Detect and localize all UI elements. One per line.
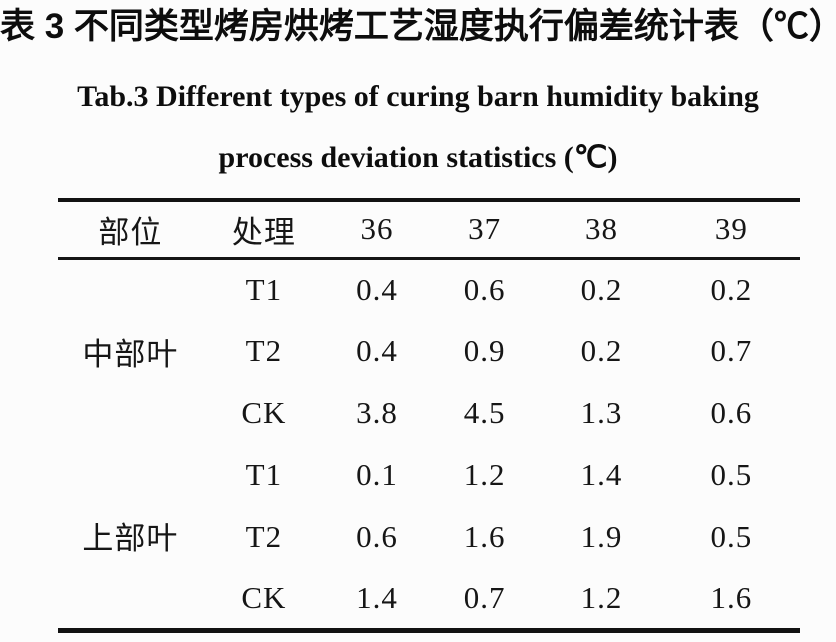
table-row: CK 3.8 4.5 1.3 0.6	[58, 382, 800, 444]
value-cell: 0.2	[580, 271, 623, 307]
value-cell: 0.6	[356, 519, 398, 554]
value-cell: 0.4	[356, 271, 398, 307]
table-caption-en-line2: process deviation statistics (℃)	[218, 141, 618, 174]
column-header-37: 37	[468, 211, 502, 247]
value-cell: 0.4	[356, 333, 398, 368]
treatment-cell: CK	[241, 395, 287, 430]
value-cell: 1.4	[580, 457, 623, 492]
row-group-label-upper-leaf: 上部叶	[82, 521, 179, 557]
value-cell: 1.3	[580, 395, 623, 430]
treatment-cell: T1	[245, 457, 283, 492]
column-header-part: 部位	[98, 214, 163, 250]
treatment-cell: T1	[245, 271, 283, 307]
column-header-36: 36	[360, 211, 394, 247]
header-row: 部位 处理 36 37 38 39	[58, 200, 800, 258]
table-row: 上部叶 T1 0.1 1.2 1.4 0.5	[58, 444, 800, 556]
value-cell: 1.6	[710, 579, 753, 615]
value-cell: 0.7	[463, 579, 506, 615]
value-cell: 0.9	[463, 333, 506, 368]
value-cell: 0.2	[580, 333, 623, 368]
value-cell: 0.5	[710, 457, 753, 492]
value-cell: 0.1	[356, 457, 398, 492]
value-cell: 1.9	[580, 519, 623, 554]
value-cell: 0.5	[710, 519, 753, 554]
value-cell: 1.4	[356, 579, 398, 615]
row-group-label-middle-leaf: 中部叶	[82, 337, 179, 373]
data-table: 部位 处理 36 37 38 39 中部叶 T1 0.4 0.6 0.2 0.2…	[58, 198, 800, 633]
table-row: CK 1.4 0.7 1.2 1.6	[58, 568, 800, 630]
value-cell: 1.2	[580, 579, 623, 615]
table-row: T2 0.6 1.6 1.9 0.5	[58, 506, 800, 568]
value-cell: 1.2	[463, 457, 506, 492]
treatment-cell: T2	[245, 333, 283, 368]
column-header-39: 39	[714, 211, 748, 247]
value-cell: 1.6	[463, 519, 506, 554]
value-cell: 3.8	[356, 395, 398, 430]
treatment-cell: CK	[241, 579, 287, 615]
table-row: T2 0.4 0.9 0.2 0.7	[58, 320, 800, 382]
column-header-treatment: 处理	[231, 214, 296, 250]
table-caption-en-line1: Tab.3 Different types of curing barn hum…	[77, 80, 759, 113]
value-cell: 0.6	[710, 395, 753, 430]
treatment-cell: T2	[245, 519, 283, 554]
table-row: 中部叶 T1 0.4 0.6 0.2 0.2	[58, 258, 800, 373]
value-cell: 0.6	[463, 271, 506, 307]
column-header-38: 38	[584, 211, 618, 247]
value-cell: 0.7	[710, 333, 753, 368]
value-cell: 0.2	[710, 271, 753, 307]
table-caption-zh: 表 3 不同类型烤房烘烤工艺湿度执行偏差统计表（℃）	[0, 7, 836, 46]
value-cell: 4.5	[463, 395, 506, 430]
